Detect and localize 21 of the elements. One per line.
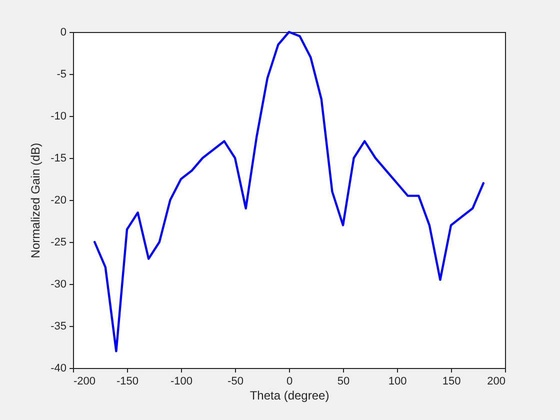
y-tick-label: -20 <box>50 194 66 206</box>
x-tick-label: 0 <box>286 376 293 388</box>
x-tick-label: 100 <box>388 376 407 388</box>
y-tick-label: -30 <box>50 278 66 290</box>
y-tick-label: -10 <box>50 110 66 122</box>
line-series <box>94 30 484 352</box>
y-tick-label: -35 <box>50 320 66 332</box>
x-tick-label: 200 <box>487 376 506 388</box>
y-tick-label: -25 <box>50 236 66 248</box>
y-tick-label: 0 <box>60 26 66 38</box>
y-tick-label: -40 <box>50 362 66 374</box>
y-tick-label: -15 <box>50 152 66 164</box>
y-tick-label: -5 <box>56 68 66 80</box>
x-tick-label: -50 <box>228 376 244 388</box>
x-tick-label: -200 <box>74 376 96 388</box>
x-tick-label: 150 <box>442 376 461 388</box>
y-axis-title: Normalized Gain (dB) <box>28 142 43 258</box>
x-tick-label: -150 <box>116 376 139 388</box>
x-tick-label: -100 <box>170 376 193 388</box>
x-axis-title: Theta (degree) <box>250 388 330 402</box>
x-tick-label: 50 <box>337 376 350 388</box>
